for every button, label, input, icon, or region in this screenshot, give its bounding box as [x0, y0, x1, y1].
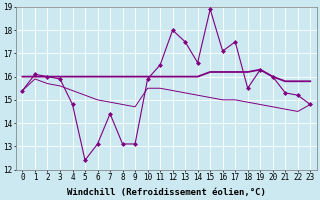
X-axis label: Windchill (Refroidissement éolien,°C): Windchill (Refroidissement éolien,°C) [67, 188, 266, 197]
